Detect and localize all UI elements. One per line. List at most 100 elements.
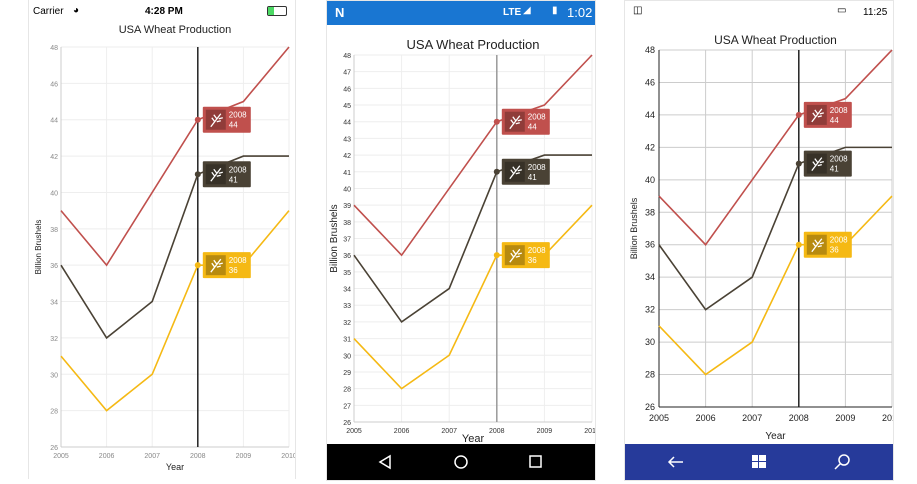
series-line [353, 54, 593, 257]
wheat-icon [509, 115, 522, 130]
y-tick-label: 48 [343, 53, 351, 60]
tooltip-year: 2008 [229, 256, 247, 265]
recents-icon[interactable] [529, 455, 542, 468]
data-point [795, 241, 802, 248]
tooltip-year: 2008 [830, 155, 848, 164]
carrier-label: Carrier [33, 6, 64, 17]
x-tick-label: 2007 [441, 428, 457, 435]
series-line [353, 154, 592, 324]
y-tick-label: 42 [645, 142, 655, 152]
time-label: 4:28 PM [145, 6, 183, 17]
y-tick-label: 34 [343, 287, 351, 294]
x-tick-label: 2006 [99, 453, 115, 460]
tooltip-year: 2008 [830, 236, 848, 245]
x-tick-label: 2005 [649, 413, 669, 423]
tooltip-value: 36 [830, 246, 839, 255]
y-tick-label: 46 [343, 86, 351, 93]
x-tick-label: 2009 [835, 413, 855, 423]
y-tick-label: 38 [50, 227, 58, 234]
series-line [60, 210, 290, 412]
y-tick-label: 39 [343, 203, 351, 210]
battery-icon: ▭ [837, 5, 847, 16]
series-line [60, 155, 289, 340]
tooltip-value: 41 [229, 175, 238, 184]
y-tick-label: 43 [343, 136, 351, 143]
app-icon: N [335, 5, 345, 20]
tooltip-box [501, 242, 550, 269]
windows-nav-bar [625, 444, 893, 480]
tooltip-value: 36 [528, 256, 537, 265]
x-tick-label: 2009 [537, 428, 553, 435]
tooltip-box [501, 108, 550, 135]
series-line [658, 146, 892, 311]
tooltip-box [803, 150, 852, 177]
y-tick-label: 37 [343, 237, 351, 244]
y-tick-label: 28 [343, 387, 351, 394]
tooltip-box [803, 231, 852, 258]
y-tick-label: 35 [343, 270, 351, 277]
x-tick-label: 2010 [584, 428, 595, 435]
status-bar: Carrier ◕ 4:28 PM [29, 0, 295, 24]
x-axis-label: Year [462, 433, 485, 445]
battery-icon: ▮ [552, 5, 558, 16]
wheat-chart: USA Wheat Production 26 27 28 29 30 31 32 33 34 35… [329, 37, 595, 445]
windows-screen: ◫ ▭ 11:25 USA Wheat Production 26 28 30 32 34… [624, 0, 894, 481]
x-tick-label: 2006 [696, 413, 716, 423]
y-tick-label: 30 [50, 372, 58, 379]
y-tick-label: 34 [50, 300, 58, 307]
y-tick-label: 46 [645, 77, 655, 87]
y-tick-label: 29 [343, 370, 351, 377]
y-tick-label: 41 [343, 170, 351, 177]
y-tick-label: 27 [343, 403, 351, 410]
ios-screen: Carrier ◕ 4:28 PM USA Wheat Production 26… [28, 0, 296, 479]
tooltip-value: 36 [229, 266, 238, 275]
back-icon[interactable] [378, 454, 391, 470]
data-point [795, 160, 802, 167]
tooltip-box [202, 161, 251, 188]
y-tick-label: 48 [645, 45, 655, 55]
wheat-icon [509, 165, 522, 180]
windows-icon[interactable] [752, 455, 766, 468]
time-label: 1:02 [567, 5, 593, 20]
tooltip-year: 2008 [528, 113, 546, 122]
y-tick-label: 36 [343, 253, 351, 260]
y-tick-label: 44 [50, 118, 58, 125]
tooltip-year: 2008 [528, 246, 546, 255]
y-tick-label: 44 [645, 110, 655, 120]
battery-icon [267, 6, 287, 16]
wheat-icon [811, 157, 824, 171]
tooltip-box [202, 252, 251, 279]
y-tick-label: 48 [50, 45, 58, 52]
y-axis-label: Billion Brushels [329, 204, 340, 272]
wheat-chart: USA Wheat Production 26 28 30 32 34 36 38 40 42 44… [629, 33, 893, 442]
y-tick-label: 30 [343, 353, 351, 360]
data-point [493, 168, 500, 175]
x-tick-label: 2010 [281, 453, 295, 460]
tooltip-box [202, 106, 251, 133]
wheat-icon [210, 113, 223, 128]
tooltip-year: 2008 [229, 111, 247, 120]
home-icon[interactable] [454, 455, 468, 469]
y-tick-label: 47 [343, 70, 351, 77]
y-tick-label: 36 [645, 240, 655, 250]
time-label: 11:25 [863, 7, 888, 18]
y-tick-label: 40 [343, 186, 351, 193]
series-line [353, 204, 593, 390]
wheat-icon [811, 238, 824, 253]
tooltip-box [501, 158, 550, 185]
x-tick-label: 2008 [489, 428, 505, 435]
chart-title: USA Wheat Production [119, 24, 232, 36]
y-tick-label: 38 [343, 220, 351, 227]
search-icon[interactable] [834, 454, 850, 470]
data-point [194, 262, 201, 269]
back-icon[interactable] [667, 456, 683, 468]
tooltip-year: 2008 [528, 163, 546, 172]
y-tick-label: 28 [645, 370, 655, 380]
